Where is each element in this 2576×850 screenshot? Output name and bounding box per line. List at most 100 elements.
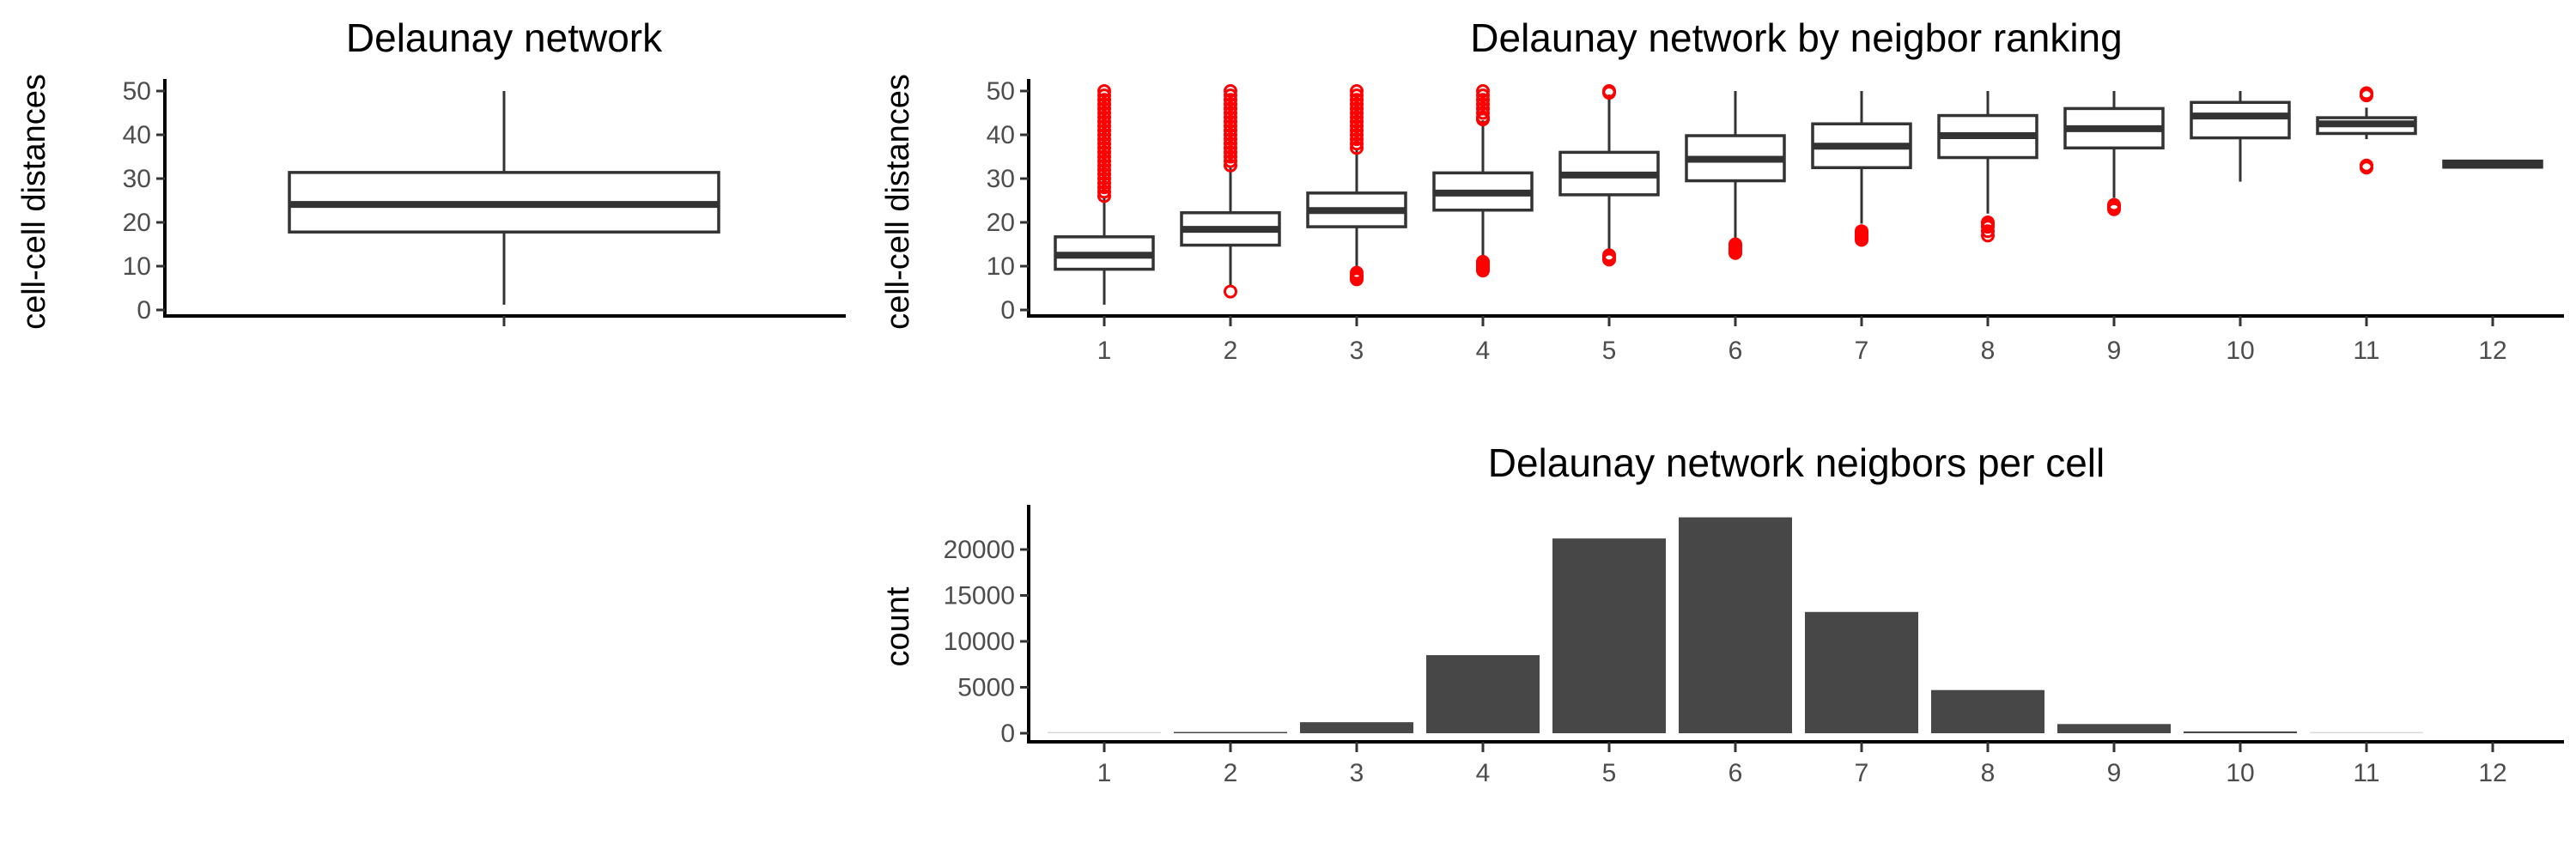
outlier-point (1350, 132, 1364, 147)
bar-10 (2184, 731, 2297, 733)
x-tick-label: 12 (2478, 337, 2506, 365)
outlier-point (1097, 162, 1111, 177)
iqr-box (2190, 100, 2291, 140)
y-tick-label: 20000 (944, 536, 1015, 564)
bar-9 (2057, 724, 2171, 733)
chart-title: Delaunay network by neigbor ranking (1470, 15, 2122, 60)
box-4 (1432, 84, 1534, 278)
box-3 (1306, 84, 1407, 287)
bar-5 (1552, 538, 1666, 733)
outlier-point (1981, 216, 1995, 229)
outlier-point (1097, 88, 1111, 103)
outlier-point (1097, 141, 1111, 155)
bar-6 (1679, 517, 1792, 733)
outlier-point (1097, 176, 1111, 191)
panel-neighbor-ranking: Delaunay network by neigbor ranking cell… (880, 15, 2564, 365)
outlier-point (1097, 132, 1111, 147)
outlier-point (1097, 185, 1111, 199)
outlier-point (1224, 97, 1237, 112)
outlier-point (1350, 123, 1364, 137)
outlier-point (1097, 97, 1111, 112)
box-11 (2316, 86, 2417, 175)
x-tick-label: 1 (1097, 759, 1112, 787)
outlier-point (1224, 149, 1237, 164)
x-tick-label: 6 (1728, 759, 1743, 787)
outlier-point (1224, 123, 1237, 137)
outlier-point (1728, 237, 1742, 252)
y-tick-label: 40 (123, 121, 151, 149)
outlier-point (1350, 93, 1364, 107)
outlier-point (1224, 114, 1237, 129)
box-10 (2190, 91, 2291, 182)
box-12 (2442, 159, 2543, 169)
x-tick-label: 4 (1476, 337, 1491, 365)
outlier-point (1097, 145, 1111, 160)
outlier-point (1097, 114, 1111, 129)
outlier-point (1350, 110, 1364, 124)
y-tick-label: 0 (1000, 719, 1015, 748)
bar-2 (1174, 732, 1287, 733)
outlier-point (1855, 224, 1868, 239)
outlier-point (1476, 254, 1490, 269)
x-tick-label: 7 (1855, 337, 1869, 365)
outlier-point (1350, 88, 1364, 103)
outlier-point (2360, 86, 2373, 100)
x-tick-label: 12 (2478, 759, 2506, 787)
outlier-point (1097, 137, 1111, 151)
outlier-point (1097, 180, 1111, 195)
outlier-point (2107, 197, 2121, 212)
outlier-point (1476, 84, 1490, 98)
outlier-point (1350, 97, 1364, 112)
outlier-point (1097, 101, 1111, 116)
y-tick-label: 50 (987, 77, 1015, 106)
x-tick-label: 8 (1981, 337, 1996, 365)
box-8 (1937, 91, 2038, 243)
outlier-point (1097, 118, 1111, 133)
bar-3 (1300, 722, 1413, 733)
box-9 (2063, 91, 2165, 216)
outlier-point (2360, 158, 2373, 173)
outlier-point (1350, 84, 1364, 98)
outlier-point (1350, 265, 1364, 280)
outlier-point (1224, 141, 1237, 155)
outlier-point (1097, 128, 1111, 142)
y-axis-label: count (880, 586, 916, 666)
x-tick-label: 2 (1224, 337, 1238, 365)
box-5 (1558, 84, 1660, 267)
y-tick-label: 50 (123, 77, 151, 106)
outlier-point (1224, 145, 1237, 160)
outlier-point (1602, 84, 1616, 98)
outlier-point (1350, 101, 1364, 116)
x-tick-label: 5 (1602, 759, 1617, 787)
x-tick-label: 7 (1855, 759, 1869, 787)
chart-title: Delaunay network neigbors per cell (1488, 440, 2105, 485)
outlier-point (1350, 137, 1364, 151)
outlier-point (1224, 106, 1237, 120)
y-tick-label: 10 (123, 252, 151, 281)
x-tick-label: 8 (1981, 759, 1996, 787)
outlier-point (1097, 93, 1111, 107)
x-tick-label: 9 (2107, 759, 2122, 787)
x-tick-label: 11 (2353, 337, 2379, 365)
outlier-point (1476, 110, 1490, 124)
x-tick-label: 5 (1602, 337, 1617, 365)
outlier-point (1981, 224, 1995, 239)
x-tick-label: 10 (2226, 337, 2254, 365)
outlier-point (1224, 128, 1237, 142)
y-tick-label: 10000 (944, 628, 1015, 656)
outlier-point (1350, 114, 1364, 129)
outlier-point (1097, 167, 1111, 181)
box-6 (1685, 91, 1786, 260)
outlier-point (1097, 110, 1111, 124)
x-tick-label: 2 (1224, 759, 1238, 787)
box-all (288, 91, 720, 305)
outlier-point (1224, 158, 1237, 173)
outlier-point (1097, 158, 1111, 173)
outlier-point (1224, 110, 1237, 124)
y-tick-label: 15000 (944, 582, 1015, 610)
box-1 (1054, 84, 1155, 305)
y-tick-label: 0 (1000, 296, 1015, 325)
outlier-point (1224, 101, 1237, 116)
outlier-point (1350, 118, 1364, 133)
x-tick-label: 4 (1476, 759, 1491, 787)
